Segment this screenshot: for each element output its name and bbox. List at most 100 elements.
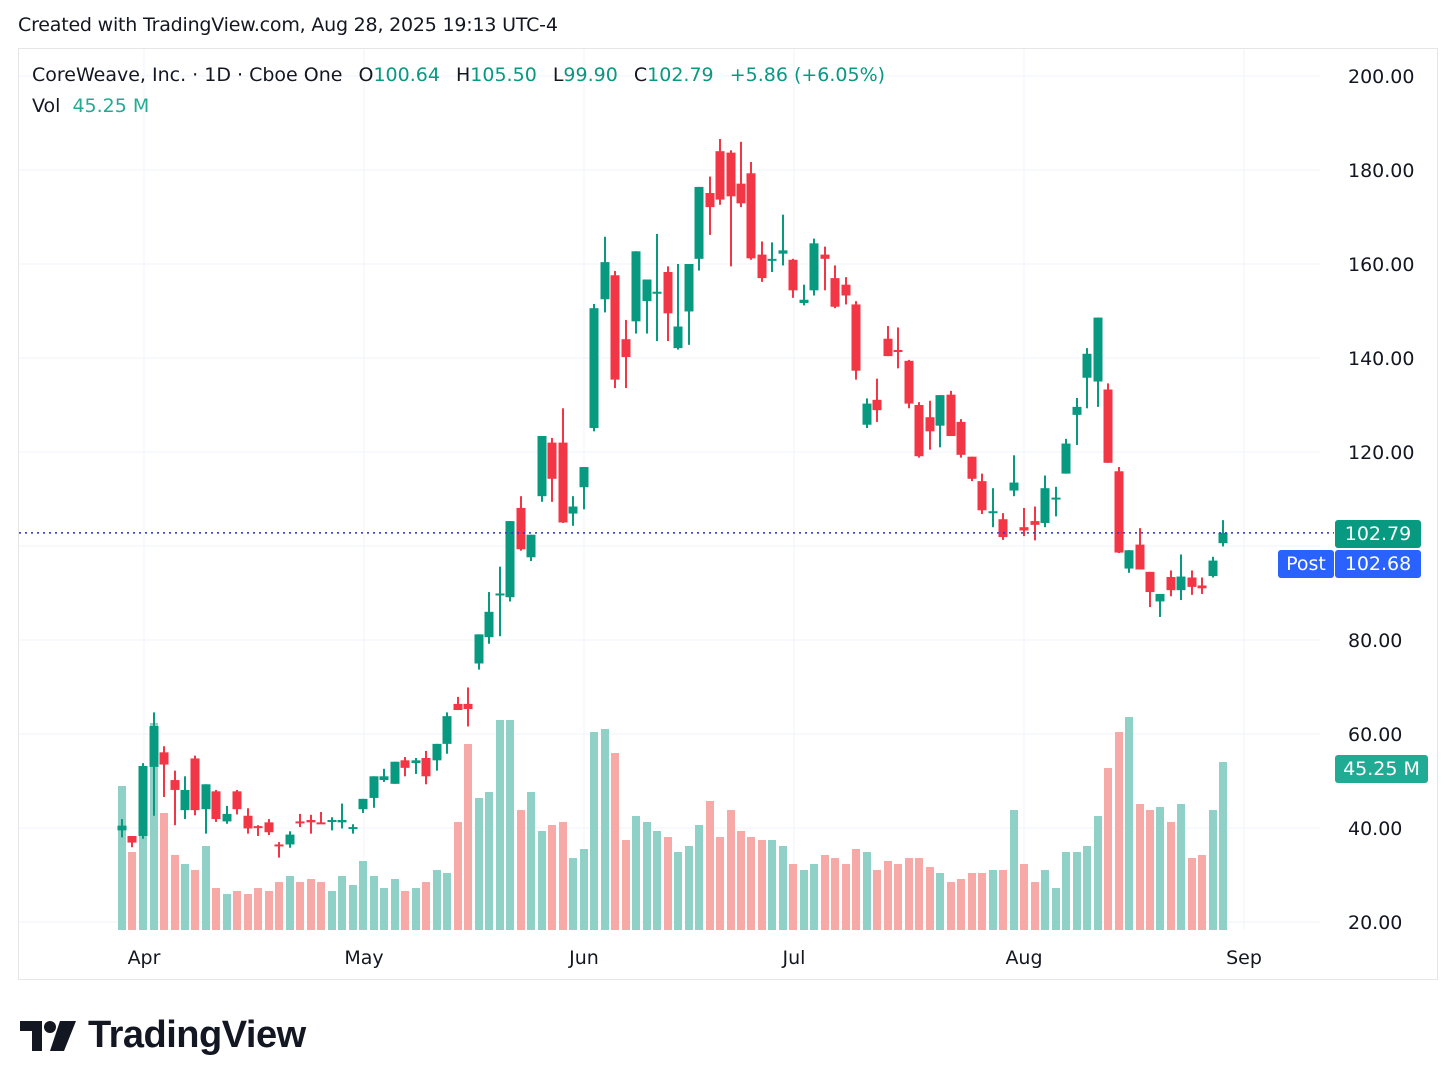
candle-body xyxy=(1166,577,1176,591)
candle-body xyxy=(673,326,683,349)
candle-body xyxy=(767,258,777,261)
volume-bar xyxy=(454,822,462,930)
volume-bar xyxy=(380,888,388,930)
volume-bar xyxy=(244,894,252,930)
low-value: 99.90 xyxy=(563,64,618,86)
volume-bar xyxy=(1115,732,1123,930)
volume-bar xyxy=(317,882,325,930)
x-axis-tick-label: Apr xyxy=(128,947,161,969)
volume-bar xyxy=(1167,822,1175,930)
x-axis-tick-label: Sep xyxy=(1226,947,1262,969)
open-value: 100.64 xyxy=(373,64,440,86)
candle-body xyxy=(190,758,200,811)
volume-bar xyxy=(150,723,158,930)
candle-body xyxy=(484,611,494,638)
candle-body xyxy=(547,442,557,479)
candle-body xyxy=(201,784,211,810)
candle-body xyxy=(516,507,526,550)
volume-bar xyxy=(821,855,829,930)
volume-bar xyxy=(800,870,808,930)
candle-body xyxy=(589,308,599,429)
volume-bar xyxy=(873,870,881,930)
y-axis-tick-label: 120.00 xyxy=(1348,442,1414,464)
candle-body xyxy=(967,456,977,479)
candle-body xyxy=(914,405,924,457)
candle-body xyxy=(159,752,169,765)
last-price-tag: 102.79 xyxy=(1335,520,1421,548)
volume-bar xyxy=(1209,810,1217,930)
volume-bar xyxy=(1031,882,1039,930)
candle-body xyxy=(1040,488,1050,523)
candle-body xyxy=(127,835,137,843)
volume-bar xyxy=(1177,804,1185,930)
candle-body xyxy=(977,481,987,511)
volume-bar xyxy=(1094,816,1102,930)
volume-bar xyxy=(747,837,755,930)
volume-bar xyxy=(1188,858,1196,930)
volume-bar xyxy=(1010,810,1018,930)
candle-body xyxy=(652,291,662,294)
candle-body xyxy=(1019,527,1029,531)
candle-body xyxy=(1061,443,1071,474)
volume-bar xyxy=(128,852,136,930)
candle-body xyxy=(306,820,316,823)
candle-body xyxy=(642,279,652,302)
candle-body xyxy=(1197,585,1207,589)
volume-bar xyxy=(1083,846,1091,930)
y-axis-tick-label: 40.00 xyxy=(1348,818,1402,840)
volume-bar xyxy=(506,720,514,930)
volume-label: Vol xyxy=(32,95,61,117)
high-label: H xyxy=(456,64,471,86)
volume-bar xyxy=(884,861,892,930)
volume-bar xyxy=(653,831,661,930)
volume-bar xyxy=(695,825,703,930)
candle-body xyxy=(610,275,620,380)
candle-body xyxy=(180,789,190,811)
volume-bar xyxy=(1020,864,1028,930)
volume-bar xyxy=(475,798,483,930)
candle-body xyxy=(1114,471,1124,553)
volume-bar xyxy=(915,858,923,930)
volume-bar xyxy=(926,867,934,930)
y-axis-tick-label: 200.00 xyxy=(1348,66,1414,88)
tradingview-logo[interactable]: TradingView xyxy=(20,1014,306,1057)
volume-tag: 45.25 M xyxy=(1335,755,1428,783)
volume-bar xyxy=(1219,762,1227,930)
candle-body xyxy=(956,421,966,455)
volume-bar xyxy=(685,846,693,930)
volume-bar xyxy=(611,753,619,930)
candle-body xyxy=(872,399,882,411)
candle-body xyxy=(463,703,473,710)
high-value: 105.50 xyxy=(470,64,537,86)
candle-body xyxy=(411,760,421,764)
volume-bar xyxy=(496,720,504,930)
candle-body xyxy=(820,254,830,259)
candle-body xyxy=(778,250,788,254)
candle-body xyxy=(1218,532,1228,544)
candle-body xyxy=(474,634,484,664)
candle-body xyxy=(705,193,715,208)
candle-body xyxy=(316,822,326,825)
candle-body xyxy=(663,271,673,314)
candle-body xyxy=(432,743,442,761)
volume-bar xyxy=(905,858,913,930)
tradingview-logo-text: TradingView xyxy=(88,1014,306,1056)
volume-bar xyxy=(433,870,441,930)
volume-bar xyxy=(569,858,577,930)
candle-body xyxy=(788,259,798,291)
candle-body xyxy=(1082,353,1092,378)
candle-body xyxy=(904,360,914,404)
candle-body xyxy=(117,825,127,831)
candle-body xyxy=(883,338,893,357)
volume-bar xyxy=(275,882,283,930)
candle-body xyxy=(232,791,242,810)
volume-bar xyxy=(412,888,420,930)
candle-body xyxy=(600,262,610,300)
post-market-label: Post xyxy=(1278,550,1334,578)
candle-body xyxy=(851,304,861,371)
candle-body xyxy=(946,394,956,437)
volume-bar xyxy=(1073,852,1081,930)
candle-body xyxy=(579,467,589,488)
candle-body xyxy=(274,844,284,847)
